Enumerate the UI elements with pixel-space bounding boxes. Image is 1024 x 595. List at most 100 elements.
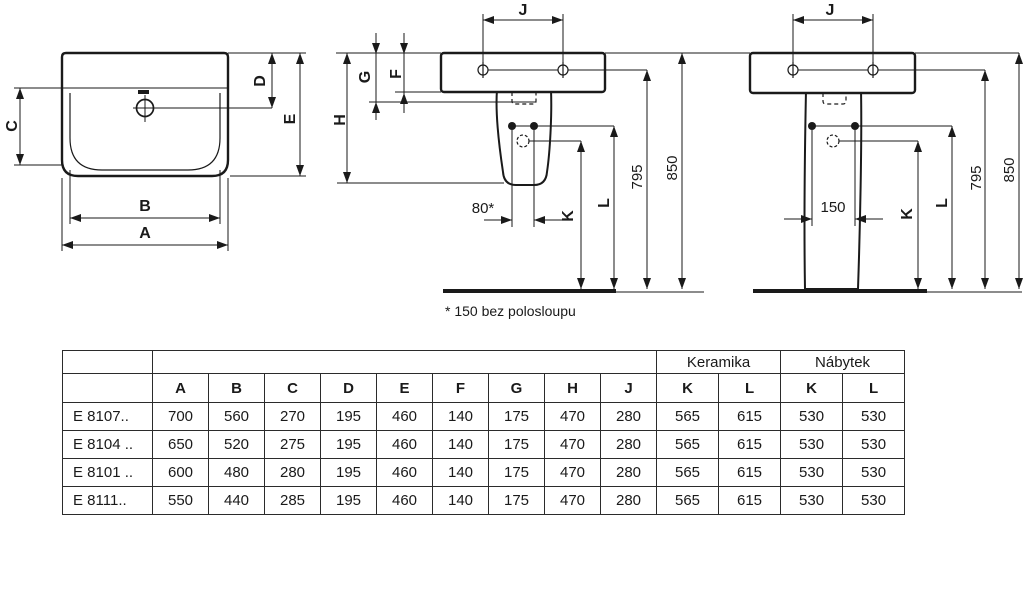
wall-fixing-holes [477, 62, 569, 78]
faucet-hole [135, 98, 155, 118]
dim-L-label: L [596, 198, 613, 208]
value-cell: 530 [780, 458, 844, 487]
dim-J-label: J [519, 2, 528, 19]
dim-J-label: J [826, 2, 835, 19]
column-header: F [432, 373, 489, 403]
figure-pedestal-view: J 150 K L 795 850 [748, 2, 1023, 293]
column-header: L [718, 373, 782, 403]
value-cell: 530 [842, 430, 906, 459]
value-cell: 650 [152, 430, 209, 459]
pedestal-bolt [530, 122, 538, 130]
pedestal-bolt [808, 122, 816, 130]
dim-150-label: 150 [820, 199, 845, 216]
value-cell: 195 [320, 402, 377, 431]
value-cell: 600 [152, 458, 209, 487]
table-row: E 8111.. 550 440 285 195 460 140 175 470 280 565 61… [62, 486, 906, 515]
model-cell: E 8107.. [62, 402, 153, 431]
dim-heights [914, 53, 1023, 289]
table-row: E 8104 .. 650 520 275 195 460 140 175 470 280 565 6… [62, 430, 906, 459]
value-cell: 530 [842, 486, 906, 515]
corner-cell [62, 350, 153, 374]
dim-E-label: E [282, 113, 299, 124]
figure-front-view: C D E B A [4, 51, 306, 251]
value-cell: 460 [376, 458, 433, 487]
value-cell: 565 [656, 458, 720, 487]
value-cell: 175 [488, 458, 545, 487]
model-cell: E 8104 .. [62, 430, 153, 459]
column-header: H [544, 373, 601, 403]
dim-H-label: H [332, 114, 349, 126]
value-cell: 175 [488, 402, 545, 431]
dim-D-label: D [252, 75, 269, 87]
dim-G-label: G [357, 71, 374, 83]
value-cell: 560 [208, 402, 265, 431]
group-header-keramika: Keramika [656, 350, 782, 374]
value-cell: 175 [488, 430, 545, 459]
dim-A-label: A [139, 225, 151, 242]
overflow-mark [138, 90, 149, 94]
corner-cell [62, 373, 153, 403]
value-cell: 480 [208, 458, 265, 487]
basin-outline [439, 51, 607, 94]
wall-fixing-holes [787, 62, 879, 78]
column-header: L [842, 373, 906, 403]
dim-80 [484, 216, 562, 224]
value-cell: 470 [544, 486, 601, 515]
value-cell: 615 [718, 458, 782, 487]
value-cell: 275 [264, 430, 321, 459]
dim-C-label: C [4, 120, 21, 132]
value-cell: 140 [432, 430, 489, 459]
dim-80-label: 80* [472, 200, 495, 217]
value-cell: 615 [718, 486, 782, 515]
model-cell: E 8101 .. [62, 458, 153, 487]
value-cell: 460 [376, 486, 433, 515]
value-cell: 615 [718, 402, 782, 431]
dim-850-label: 850 [1001, 157, 1018, 182]
value-cell: 550 [152, 486, 209, 515]
dim-795-label: 795 [968, 165, 985, 190]
value-cell: 530 [780, 402, 844, 431]
empty-group-cell [151, 350, 658, 374]
value-cell: 280 [599, 430, 658, 459]
value-cell: 140 [432, 486, 489, 515]
column-header: C [264, 373, 321, 403]
column-header: J [599, 373, 658, 403]
dim-K-label: K [899, 208, 916, 220]
value-cell: 700 [152, 402, 209, 431]
table-row: E 8101 .. 600 480 280 195 460 140 175 470 280 565 6… [62, 458, 906, 487]
siphon-cover-dashed [822, 93, 847, 105]
column-header: E [376, 373, 433, 403]
value-cell: 280 [264, 458, 321, 487]
reference-lines [792, 14, 1019, 226]
dim-F-label: F [388, 69, 405, 79]
dim-A-B [61, 170, 229, 251]
value-cell: 195 [320, 486, 377, 515]
pedestal-bolt [508, 122, 516, 130]
column-header: K [656, 373, 720, 403]
basin-outline [748, 51, 917, 95]
column-header: K [780, 373, 844, 403]
spec-table-body: E 8107.. 700 560 270 195 460 140 175 470 280 565 61… [62, 402, 906, 515]
siphon-outlet-dashed [826, 134, 840, 148]
value-cell: 285 [264, 486, 321, 515]
value-cell: 470 [544, 402, 601, 431]
value-cell: 460 [376, 402, 433, 431]
value-cell: 195 [320, 458, 377, 487]
column-header: G [488, 373, 545, 403]
siphon-outlet-dashed [516, 134, 530, 148]
dim-150 [784, 215, 883, 223]
dim-C [14, 87, 62, 166]
column-header: B [208, 373, 265, 403]
value-cell: 530 [780, 430, 844, 459]
value-cell: 270 [264, 402, 321, 431]
dim-D-E [228, 52, 306, 177]
value-cell: 530 [842, 402, 906, 431]
value-cell: 280 [599, 486, 658, 515]
value-cell: 470 [544, 430, 601, 459]
value-cell: 140 [432, 402, 489, 431]
group-header-row: Keramika Nábytek [62, 350, 906, 374]
group-header-nabytek: Nábytek [780, 350, 906, 374]
dim-G-F [372, 33, 408, 120]
dim-K-label: K [560, 210, 577, 222]
